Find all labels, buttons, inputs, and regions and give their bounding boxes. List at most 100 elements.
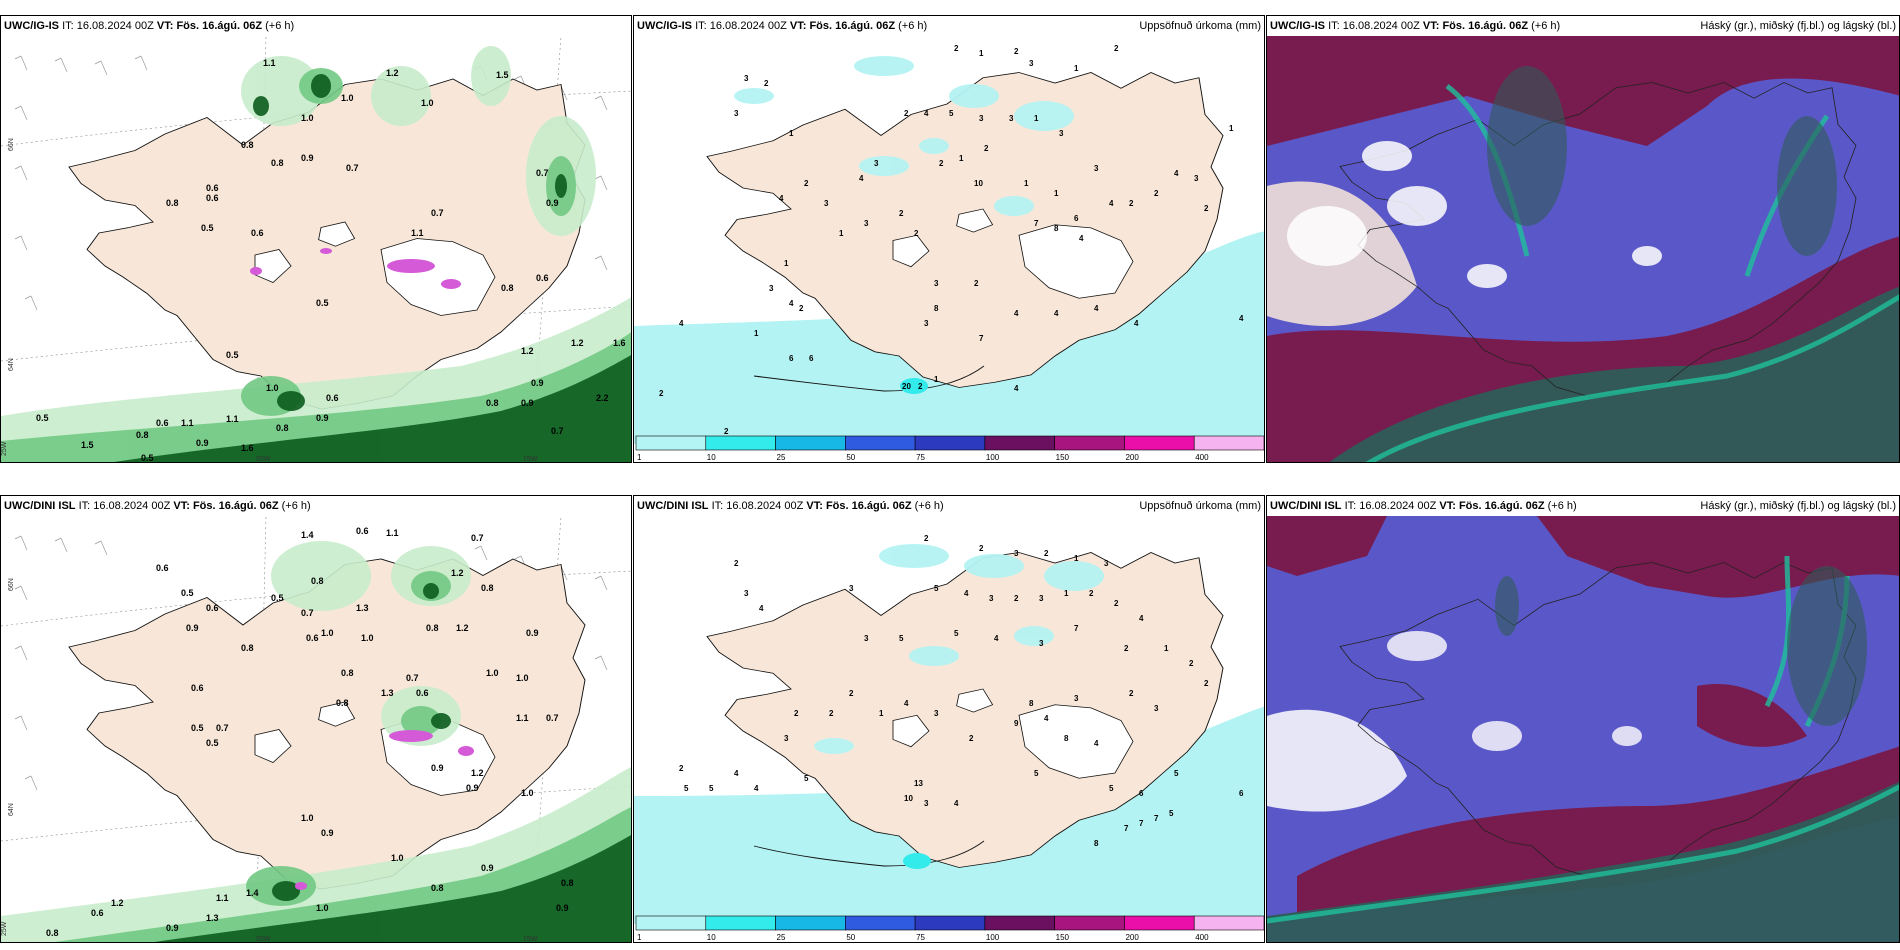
precip-value: 2 bbox=[1189, 659, 1194, 668]
precip-value: 2 bbox=[794, 709, 799, 718]
precip-value: 2 bbox=[1204, 679, 1209, 688]
lead-time: (+6 h) bbox=[281, 500, 311, 512]
cloud-value: 0.7 bbox=[216, 723, 229, 733]
valid-time-label: VT: bbox=[789, 20, 807, 32]
cloud-value: 0.9 bbox=[521, 398, 534, 408]
legend-tick-label: 100 bbox=[986, 933, 1000, 942]
lead-time: (+6 h) bbox=[1531, 20, 1561, 32]
precip-value: 4 bbox=[904, 699, 909, 708]
precip-value: 5 bbox=[954, 629, 959, 638]
legend-swatch bbox=[984, 435, 1055, 451]
legend-tick-label: 10 bbox=[707, 453, 716, 462]
precip-value: 1 bbox=[754, 329, 759, 338]
cloud-value: 0.7 bbox=[301, 608, 314, 618]
precip-value: 6 bbox=[1074, 214, 1079, 223]
lead-time: (+6 h) bbox=[265, 20, 295, 32]
legend-tick-label: 1 bbox=[637, 453, 642, 462]
precip-value: 8 bbox=[1064, 734, 1069, 743]
precip-value: 3 bbox=[824, 199, 829, 208]
cloud-value: 0.7 bbox=[431, 208, 444, 218]
cloud-layers-title: Háský (gr.), miðský (fj.bl.) og lágský (… bbox=[1700, 500, 1896, 512]
cloud-value: 0.5 bbox=[181, 588, 194, 598]
precip-value: 20 bbox=[902, 382, 911, 391]
legend-swatch bbox=[705, 915, 776, 931]
cloud-layers-map bbox=[1267, 36, 1899, 462]
cloud-value: 0.8 bbox=[46, 928, 59, 938]
cloud-value: 0.5 bbox=[271, 593, 284, 603]
precip-value: 7 bbox=[1154, 814, 1159, 823]
precip-map: 2 1 2 3 1 2 3 2 3 1 2 4 5 3 3 1 3 4 3 2 … bbox=[634, 36, 1264, 444]
init-time-label: IT: bbox=[695, 20, 707, 32]
legend-swatch bbox=[705, 435, 776, 451]
legend-tick-label: 150 bbox=[1056, 933, 1070, 942]
cloud-value: 0.6 bbox=[206, 193, 219, 203]
lat-label: 66N bbox=[8, 138, 15, 151]
precip-value: 1 bbox=[1074, 554, 1079, 563]
precip-value: 1 bbox=[1024, 179, 1029, 188]
precip-value: 3 bbox=[1194, 174, 1199, 183]
init-time-label: IT: bbox=[1328, 20, 1340, 32]
precip-value: 3 bbox=[934, 279, 939, 288]
cloud-value: 0.5 bbox=[191, 723, 204, 733]
precip-value: 7 bbox=[1074, 624, 1079, 633]
init-time: 16.08.2024 00Z bbox=[726, 500, 804, 512]
precip-value: 7 bbox=[1139, 819, 1144, 828]
precip-value: 2 bbox=[979, 544, 984, 553]
precip-value: 2 bbox=[899, 209, 904, 218]
precip-value: 4 bbox=[1174, 169, 1179, 178]
cloud-value: 1.1 bbox=[226, 414, 239, 424]
precip-legend-bar: 1 10 25 50 75 100 150 200 400 bbox=[635, 435, 1264, 462]
precip-value: 3 bbox=[864, 634, 869, 643]
precip-value: 3 bbox=[849, 584, 854, 593]
cloud-value: 1.0 bbox=[521, 788, 534, 798]
cloud-value: 0.8 bbox=[341, 668, 354, 678]
legend-swatch bbox=[984, 915, 1055, 931]
precip-value: 2 bbox=[914, 229, 919, 238]
precip-value: 2 bbox=[659, 389, 664, 398]
cloud-value: 0.8 bbox=[271, 158, 284, 168]
cloud-value: 1.0 bbox=[361, 633, 374, 643]
legend-swatch bbox=[1054, 435, 1125, 451]
lon-label: 20W bbox=[256, 456, 271, 463]
cloud-value: 1.0 bbox=[391, 853, 404, 863]
legend-tick-label: 400 bbox=[1195, 453, 1209, 462]
cloud-value: 0.8 bbox=[311, 576, 324, 586]
cloud-value: 0.7 bbox=[346, 163, 359, 173]
precip-value: 2 bbox=[764, 79, 769, 88]
legend-tick-label: 100 bbox=[986, 453, 1000, 462]
cloud-value: 0.9 bbox=[546, 198, 559, 208]
cloud-value: 0.7 bbox=[546, 713, 559, 723]
lon-label: 25W bbox=[1, 921, 8, 936]
model-name: UWC/IG-IS bbox=[1270, 20, 1325, 32]
cloud-value: 0.5 bbox=[206, 738, 219, 748]
precip-value: 2 bbox=[1129, 689, 1134, 698]
precip-value: 4 bbox=[1014, 309, 1019, 318]
cloud-value: 0.6 bbox=[536, 273, 549, 283]
cloud-value: 0.9 bbox=[481, 863, 494, 873]
model-name: UWC/DINI ISL bbox=[637, 500, 709, 512]
init-time-label: IT: bbox=[78, 500, 91, 512]
precip-value: 1 bbox=[934, 375, 939, 384]
precip-value: 7 bbox=[979, 334, 984, 343]
lead-time: (+6 h) bbox=[914, 500, 944, 512]
precip-value: 2 bbox=[804, 179, 809, 188]
cloud-value: 0.9 bbox=[196, 438, 209, 448]
precip-value: 4 bbox=[1079, 234, 1084, 243]
cloud-value: 0.6 bbox=[156, 418, 169, 428]
precip-value: 3 bbox=[1014, 549, 1019, 558]
cloud-layers-panel-row1: UWC/IG-IS IT: 16.08.2024 00Z VT: Fös. 16… bbox=[1266, 15, 1900, 463]
precip-value: 5 bbox=[899, 634, 904, 643]
cloud-value: 0.7 bbox=[551, 426, 564, 436]
cloud-value: 0.9 bbox=[531, 378, 544, 388]
precip-value: 2 bbox=[679, 764, 684, 773]
precip-value: 2 bbox=[1124, 644, 1129, 653]
precip-value: 2 bbox=[1044, 549, 1049, 558]
cloud-value: 1.2 bbox=[521, 346, 534, 356]
precip-value: 4 bbox=[789, 299, 794, 308]
cloud-value: 2.2 bbox=[596, 393, 609, 403]
cloud-value: 1.5 bbox=[496, 70, 509, 80]
precip-value: 5 bbox=[949, 109, 954, 118]
precip-value: 3 bbox=[864, 219, 869, 228]
precip-value: 5 bbox=[1034, 769, 1039, 778]
precip-value: 3 bbox=[1059, 129, 1064, 138]
